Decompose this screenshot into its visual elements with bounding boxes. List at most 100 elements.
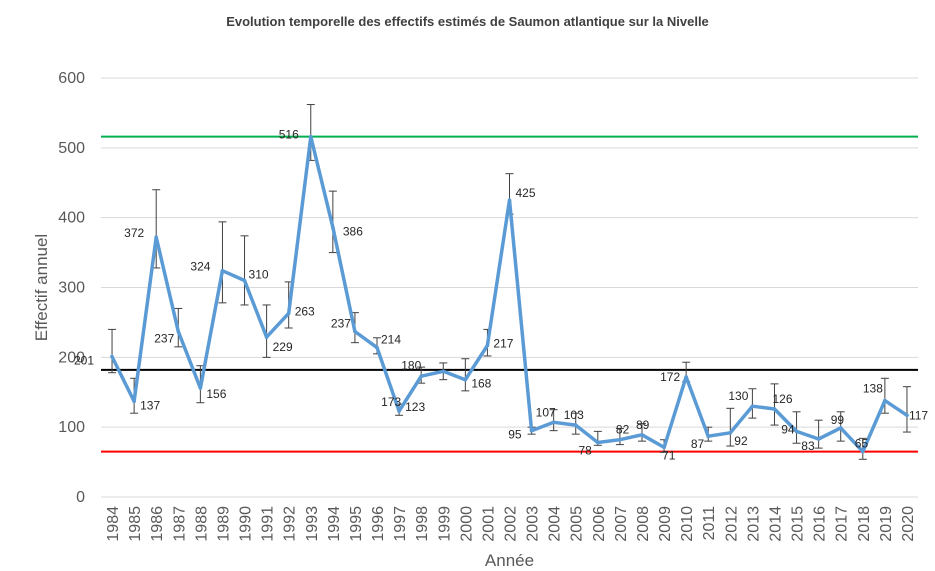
x-tick-label: 1987 [171, 506, 188, 542]
data-point [441, 369, 446, 374]
data-point [860, 449, 865, 454]
x-tick-label: 1999 [436, 506, 453, 542]
data-label: 138 [863, 382, 883, 396]
data-label: 103 [564, 408, 584, 422]
data-point [198, 386, 203, 390]
data-point [220, 268, 225, 273]
y-tick-label: 600 [58, 70, 85, 87]
data-point [838, 426, 843, 430]
x-tick-label: 2008 [635, 506, 652, 542]
data-point [772, 407, 777, 411]
data-point [132, 399, 136, 404]
x-tick-label: 2000 [458, 506, 475, 542]
x-tick-label: 2019 [878, 506, 895, 542]
data-point [618, 437, 622, 442]
data-label: 95 [508, 428, 522, 442]
error-bar [549, 409, 558, 432]
data-label: 107 [536, 405, 556, 419]
x-tick-label: 1986 [149, 506, 166, 542]
data-point [883, 398, 887, 403]
x-tick-label: 2020 [900, 506, 917, 542]
x-tick-label: 1994 [326, 506, 343, 542]
data-label: 516 [279, 128, 299, 142]
x-tick-label: 2016 [812, 506, 829, 542]
error-bar [902, 386, 911, 433]
x-tick-label: 1996 [370, 506, 387, 542]
data-label: 83 [801, 439, 815, 453]
error-bar [748, 388, 757, 419]
x-tick-label: 1993 [304, 506, 321, 542]
data-label: 78 [578, 444, 592, 458]
y-tick-label: 0 [76, 489, 85, 506]
x-tick-label: 2007 [613, 506, 630, 542]
x-tick-label: 2010 [679, 506, 696, 542]
data-label: 89 [636, 418, 650, 432]
data-label: 168 [471, 377, 491, 391]
data-point [397, 409, 401, 413]
x-tick-label: 1989 [215, 506, 232, 542]
x-tick-label: 1995 [348, 506, 365, 542]
data-label: 180 [401, 358, 421, 372]
x-tick-label: 2004 [547, 506, 564, 542]
x-tick-label: 1985 [127, 506, 144, 542]
data-point [242, 278, 247, 283]
x-tick-label: 2009 [657, 506, 674, 542]
error-bar [770, 383, 779, 426]
x-tick-label: 2012 [723, 506, 740, 542]
error-bar [461, 358, 470, 392]
data-label: 117 [909, 408, 928, 422]
data-point [308, 134, 313, 139]
data-label: 172 [660, 370, 680, 384]
error-bar [240, 235, 249, 306]
y-tick-label: 100 [58, 419, 85, 436]
data-point [375, 345, 379, 350]
x-tick-label: 1988 [193, 506, 210, 542]
data-label: 82 [616, 423, 630, 437]
data-point [110, 354, 114, 359]
data-label: 94 [781, 422, 795, 436]
data-label: 130 [728, 389, 748, 403]
error-bar [218, 221, 227, 304]
x-tick-label: 2013 [745, 506, 762, 542]
data-point [331, 225, 335, 230]
x-tick-label: 1990 [238, 506, 255, 542]
x-tick-label: 1991 [260, 506, 277, 542]
data-point [662, 445, 666, 450]
x-tick-label: 2011 [701, 506, 718, 541]
x-tick-label: 1992 [282, 506, 299, 542]
x-tick-label: 2005 [569, 506, 586, 542]
x-tick-label: 2002 [503, 506, 520, 542]
error-bar [637, 423, 646, 442]
data-point [353, 329, 357, 334]
error-bar [792, 411, 801, 444]
data-point [794, 429, 799, 434]
data-point [507, 198, 512, 203]
data-point [573, 423, 578, 427]
x-tick-label: 2017 [834, 506, 851, 542]
data-point [529, 428, 534, 433]
data-point [176, 329, 181, 334]
error-bar [726, 407, 735, 447]
x-axis-title: Année [485, 551, 534, 570]
data-point [706, 434, 711, 439]
x-tick-label: 2001 [480, 506, 497, 542]
data-label: 99 [831, 413, 845, 427]
data-point [816, 437, 821, 441]
data-label: 156 [206, 387, 226, 401]
x-tick-label: 2014 [767, 506, 784, 542]
data-label: 229 [273, 340, 293, 354]
data-label: 310 [249, 268, 269, 282]
data-label: 71 [662, 448, 676, 462]
x-tick-label: 1998 [414, 506, 431, 542]
y-tick-label: 500 [58, 140, 85, 157]
data-label: 137 [140, 398, 160, 412]
error-bar [615, 428, 624, 446]
data-point [286, 311, 291, 316]
data-label: 201 [74, 354, 94, 368]
data-point [463, 377, 468, 382]
x-tick-label: 1997 [392, 506, 409, 542]
data-label: 214 [381, 333, 401, 347]
data-label: 173 [381, 395, 401, 409]
y-tick-label: 200 [58, 349, 85, 366]
